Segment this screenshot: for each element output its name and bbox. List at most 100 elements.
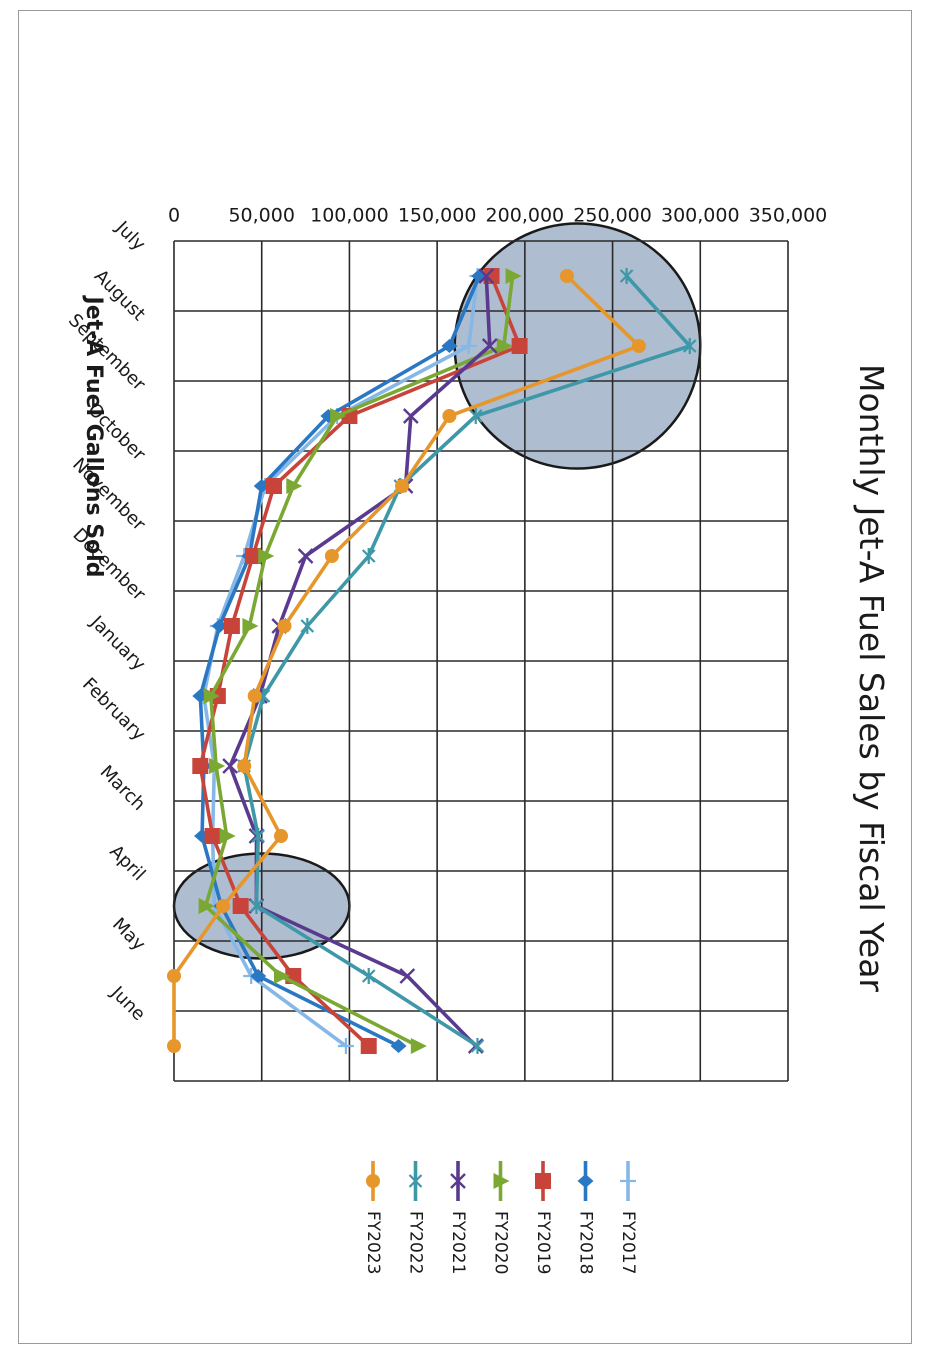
data-point — [399, 968, 416, 984]
data-point — [242, 618, 259, 634]
rotated-chart-group: Monthly Jet-A Fuel Sales by Fiscal Year … — [64, 205, 891, 1275]
value-tick-label: 150,000 — [398, 205, 477, 227]
legend-item: FY2018 — [576, 1161, 596, 1274]
month-label: July — [111, 217, 150, 256]
chart: Monthly Jet-A Fuel Sales by Fiscal Year … — [64, 205, 891, 1275]
data-point — [167, 969, 181, 983]
data-point — [222, 758, 238, 774]
data-point — [219, 828, 236, 844]
data-point — [470, 1038, 485, 1054]
series-line — [198, 275, 522, 1048]
data-point — [211, 619, 228, 633]
month-label: January — [85, 611, 149, 675]
data-point — [493, 1173, 510, 1189]
data-point — [619, 268, 634, 284]
data-point — [395, 479, 410, 493]
data-point — [360, 1038, 377, 1054]
legend-item: FY2021 — [448, 1161, 468, 1274]
month-label: June — [106, 982, 149, 1025]
data-point — [265, 478, 282, 494]
legend-item: FY2020 — [491, 1161, 511, 1274]
series-fy2023 — [167, 269, 646, 1053]
value-tick-label: 250,000 — [573, 205, 652, 227]
legend-label: FY2020 — [491, 1211, 511, 1274]
data-point — [337, 1038, 354, 1054]
data-point — [496, 338, 513, 354]
data-point — [216, 899, 231, 913]
data-point — [402, 408, 419, 424]
data-point — [410, 1038, 427, 1054]
data-point — [481, 338, 498, 354]
data-point — [620, 1173, 636, 1189]
data-point — [442, 409, 457, 423]
data-point — [192, 758, 209, 774]
legend-item: FY2023 — [363, 1161, 383, 1274]
data-point — [198, 898, 215, 914]
month-label: February — [78, 674, 149, 745]
chart-page: Monthly Jet-A Fuel Sales by Fiscal Year … — [18, 10, 912, 1344]
data-point — [250, 969, 267, 983]
data-point — [450, 1173, 466, 1189]
value-tick-label: 100,000 — [310, 205, 389, 227]
data-point — [286, 478, 303, 494]
legend-item: FY2022 — [406, 1161, 426, 1274]
legend-label: FY2021 — [448, 1211, 468, 1274]
data-point — [277, 619, 292, 633]
data-point — [460, 338, 477, 354]
data-point — [247, 689, 262, 703]
data-point — [366, 1174, 380, 1188]
data-point — [505, 268, 522, 284]
value-tick-label: 350,000 — [749, 205, 828, 227]
data-point — [300, 618, 315, 634]
data-point — [167, 1039, 181, 1053]
series-line — [242, 274, 692, 1048]
data-point — [274, 968, 291, 984]
data-point — [204, 828, 221, 844]
data-point — [274, 829, 289, 843]
data-point — [253, 479, 270, 493]
month-label: April — [105, 841, 149, 885]
value-tick-label: 0 — [168, 205, 180, 227]
legend-label: FY2018 — [576, 1211, 596, 1274]
data-point — [209, 758, 226, 774]
month-label: March — [96, 761, 150, 815]
legend-label: FY2017 — [618, 1211, 638, 1274]
data-point — [258, 548, 275, 564]
y-axis-title: Jet-A Fuel Gallons Sold — [81, 295, 106, 578]
data-point — [535, 1173, 551, 1189]
legend-label: FY2023 — [363, 1211, 383, 1274]
series-line — [172, 274, 641, 1046]
data-point — [297, 548, 314, 564]
legend-label: FY2019 — [533, 1211, 553, 1274]
value-tick-label: 300,000 — [661, 205, 740, 227]
grid-layer — [173, 240, 789, 1082]
data-point — [468, 408, 483, 424]
value-tick-label: 50,000 — [228, 205, 294, 227]
data-point — [324, 549, 339, 563]
highlight-ellipse — [453, 222, 702, 470]
data-point — [390, 1039, 407, 1053]
month-label: May — [108, 914, 149, 955]
data-point — [631, 339, 646, 353]
data-point — [577, 1174, 594, 1188]
data-point — [223, 618, 240, 634]
data-point — [251, 828, 265, 844]
data-point — [244, 548, 261, 564]
value-tick-label: 200,000 — [486, 205, 565, 227]
series-fy2020 — [198, 268, 522, 1054]
data-point — [330, 408, 347, 424]
data-point — [511, 338, 528, 354]
data-point — [408, 1173, 423, 1189]
data-point — [203, 688, 220, 704]
data-point — [249, 898, 264, 914]
series-layer — [167, 268, 697, 1054]
data-point — [232, 898, 249, 914]
data-point — [237, 759, 252, 773]
data-point — [682, 338, 697, 354]
data-point — [559, 269, 574, 283]
value-tick-layer: 0 50,000 100,000 150,000 200,000 250,000 300,0… — [168, 205, 827, 227]
series-line — [198, 275, 481, 1048]
series-line — [203, 275, 515, 1048]
data-point — [361, 968, 376, 984]
chart-title: Monthly Jet-A Fuel Sales by Fiscal Year — [852, 364, 891, 992]
